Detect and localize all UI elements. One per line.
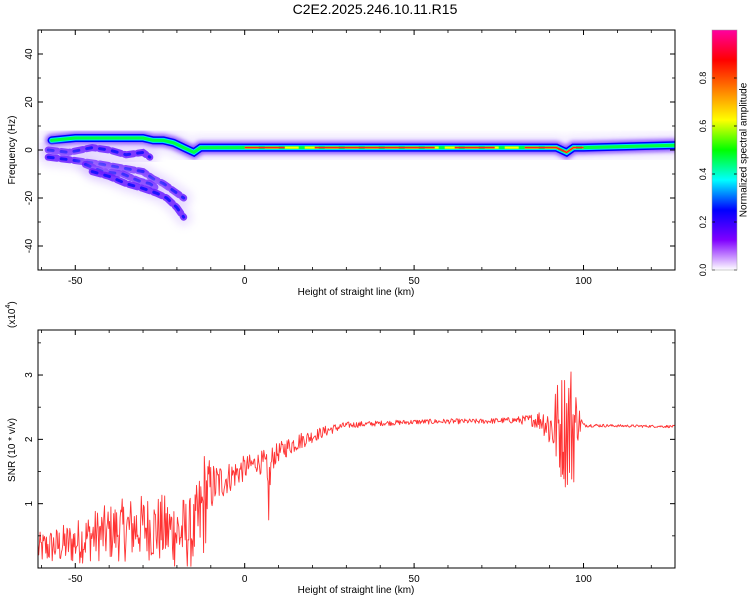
x-tick-label: 100 <box>575 276 592 287</box>
snr-frame <box>37 329 676 569</box>
x-tick-label: 50 <box>409 276 421 287</box>
colorbar-ticks: 0.0 0.2 0.4 0.6 0.8 <box>698 29 738 277</box>
colorbar-label: Normalized spectral amplitude <box>739 82 750 217</box>
spectrogram-image <box>38 125 675 227</box>
colorbar-tick-label: 0.2 <box>698 216 708 229</box>
snr-ylabel: SNR (10 * v/v) <box>7 418 18 482</box>
colorbar-border <box>711 29 738 271</box>
y-tick-label: 2 <box>24 436 35 442</box>
x-tick-label: 0 <box>242 276 248 287</box>
y-tick-label: 20 <box>24 96 35 108</box>
spectral-ridge-core <box>244 146 584 154</box>
y-tick-label: -40 <box>24 238 35 253</box>
spectrogram-xlabel: Height of straight line (km) <box>298 287 415 298</box>
snr-multiplier: (x104) <box>5 301 18 328</box>
spectral-ridge <box>83 162 193 227</box>
colorbar: 0.0 0.2 0.4 0.6 0.8 Normalized spectral ampl… <box>698 29 750 277</box>
colorbar-tick-label: 0.0 <box>698 264 708 277</box>
y-tick-label: 0 <box>24 147 35 153</box>
x-tick-label: -50 <box>68 574 83 585</box>
spectrogram-ylabel: Frequency (Hz) <box>7 116 18 185</box>
snr-multiplier-close: ) <box>7 301 18 304</box>
snr-series-line <box>38 371 675 567</box>
snr-multiplier-exp: 4 <box>5 305 12 309</box>
y-tick-label: 40 <box>24 48 35 60</box>
y-tick-label: -20 <box>24 190 35 205</box>
snr-multiplier-base: (x10 <box>7 308 18 328</box>
snr-ticks: -50 0 50 100 1 2 3 <box>24 330 675 585</box>
colorbar-strip <box>712 30 737 270</box>
x-tick-label: 100 <box>575 574 592 585</box>
snr-xlabel: Height of straight line (km) <box>298 585 415 596</box>
colorbar-tick-label: 0.6 <box>698 120 708 133</box>
snr-plot-area <box>38 330 675 568</box>
snr-panel: -50 0 50 100 1 2 3 Height of straight line (km… <box>5 301 676 596</box>
x-tick-label: 50 <box>409 574 421 585</box>
y-tick-label: 3 <box>24 372 35 378</box>
y-tick-label: 1 <box>24 500 35 506</box>
colorbar-tick-label: 0.4 <box>698 168 708 181</box>
spectrogram-panel: -50 0 50 100 -40 -20 0 20 40 Height of straight … <box>7 29 676 298</box>
colorbar-tick-label: 0.8 <box>698 72 708 85</box>
x-tick-label: -50 <box>68 276 83 287</box>
x-tick-label: 0 <box>242 574 248 585</box>
figure-title: C2E2.2025.246.10.11.R15 <box>293 1 458 17</box>
spectrogram-ticks: -50 0 50 100 -40 -20 0 20 40 <box>24 29 675 287</box>
